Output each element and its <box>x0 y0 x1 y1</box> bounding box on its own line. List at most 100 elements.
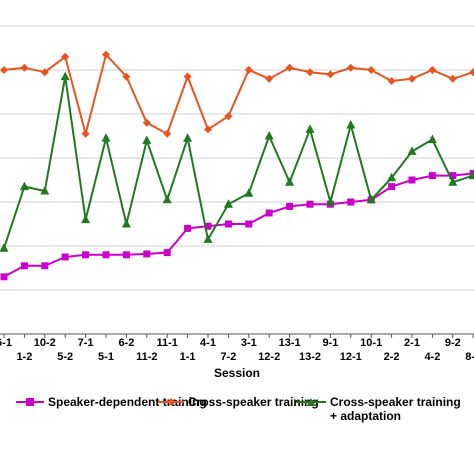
data-point-cross-speaker <box>122 72 131 81</box>
gridlines <box>0 25 474 291</box>
x-tick-label: 12-1 <box>340 351 362 363</box>
legend-marker-cross-speaker <box>167 398 175 406</box>
data-point-cross-speaker <box>346 63 355 72</box>
series-cross-speaker <box>0 50 474 138</box>
data-point-cross-speaker-adaptation <box>448 177 458 186</box>
data-point-cross-speaker-adaptation <box>223 199 233 208</box>
x-tick-label: 3-1 <box>241 337 257 349</box>
x-tick-label: 12-2 <box>258 351 280 363</box>
x-tick-label: 10-1 <box>360 337 382 349</box>
data-point-cross-speaker-adaptation <box>264 131 274 140</box>
data-point-cross-speaker <box>387 77 396 85</box>
data-point-speaker-dependent <box>306 200 314 208</box>
data-point-cross-speaker <box>469 68 474 77</box>
data-point-speaker-dependent <box>286 202 294 210</box>
data-point-cross-speaker <box>142 118 151 127</box>
x-tick-label: 4-1 <box>200 337 216 349</box>
data-point-cross-speaker-adaptation <box>285 177 295 186</box>
data-point-speaker-dependent <box>428 172 436 180</box>
x-tick-label: 10-2 <box>34 337 56 349</box>
legend-marker-cross-speaker-adaptation <box>306 398 316 406</box>
data-point-cross-speaker <box>163 129 172 138</box>
legend-label-cross-speaker-adaptation: Cross-speaker training + adaptation <box>330 395 461 423</box>
data-point-speaker-dependent <box>408 176 416 184</box>
x-tick-labels: 6-1 1-210-25-2 7-1 5-1 6-211-2 11-11-1 4-1 7-2 3… <box>0 334 474 363</box>
data-point-speaker-dependent <box>265 209 273 217</box>
x-tick-label: 7-1 <box>78 337 94 349</box>
data-point-cross-speaker-adaptation <box>183 133 193 142</box>
data-point-speaker-dependent <box>245 220 253 228</box>
x-tick-label: 6-1 <box>0 337 12 349</box>
x-tick-label: 1-1 <box>180 351 196 363</box>
data-point-cross-speaker-adaptation <box>40 186 50 195</box>
data-point-cross-speaker <box>367 66 376 74</box>
data-point-cross-speaker-adaptation <box>346 120 356 129</box>
series-group <box>0 50 474 281</box>
x-tick-label: 5-2 <box>57 351 73 363</box>
legend-item-speaker-dependent: Speaker-dependent training <box>16 395 207 409</box>
data-point-cross-speaker-adaptation <box>19 181 29 191</box>
data-point-cross-speaker-adaptation <box>244 188 254 197</box>
x-tick-label: 11-1 <box>156 337 177 349</box>
x-tick-label: 13-1 <box>279 337 301 349</box>
x-tick-label: 13-2 <box>299 351 321 363</box>
x-tick-label: 11-2 <box>136 351 157 363</box>
data-point-cross-speaker <box>428 66 437 74</box>
data-point-cross-speaker <box>285 63 294 72</box>
x-tick-label: 6-2 <box>118 337 134 349</box>
series-speaker-dependent <box>0 169 474 281</box>
x-tick-label: 9-2 <box>445 337 461 349</box>
data-point-cross-speaker-adaptation <box>60 71 70 81</box>
data-point-cross-speaker-adaptation <box>142 135 152 144</box>
x-tick-label: 8-1 <box>465 351 474 363</box>
data-point-cross-speaker-adaptation <box>203 234 213 243</box>
data-point-speaker-dependent <box>204 222 212 230</box>
x-tick-label: 5-1 <box>98 351 114 363</box>
data-point-cross-speaker <box>448 74 457 83</box>
legend-label-speaker-dependent: Speaker-dependent training <box>48 395 207 409</box>
data-point-speaker-dependent <box>61 253 69 261</box>
data-point-speaker-dependent <box>82 251 90 259</box>
data-point-cross-speaker-adaptation <box>366 194 376 204</box>
x-tick-label: 7-2 <box>220 351 236 363</box>
data-point-speaker-dependent <box>163 249 171 257</box>
data-point-cross-speaker <box>265 74 274 83</box>
data-point-cross-speaker <box>244 66 253 74</box>
data-point-speaker-dependent <box>184 224 192 232</box>
data-point-cross-speaker <box>81 129 90 138</box>
legend-item-cross-speaker-adaptation: Cross-speaker training + adaptation <box>296 395 461 423</box>
data-point-cross-speaker-adaptation <box>325 197 335 206</box>
data-point-speaker-dependent <box>102 251 110 259</box>
series-cross-speaker-adaptation <box>0 71 474 252</box>
data-point-cross-speaker <box>326 70 335 79</box>
data-point-cross-speaker-adaptation <box>305 124 315 133</box>
data-point-cross-speaker <box>102 50 110 59</box>
legend: Speaker-dependent training Cross-speaker… <box>16 395 461 423</box>
data-point-cross-speaker <box>408 74 416 83</box>
data-point-cross-speaker-adaptation <box>468 170 474 180</box>
data-point-speaker-dependent <box>122 251 130 259</box>
data-point-cross-speaker <box>0 66 8 74</box>
x-tick-label: 1-2 <box>16 351 32 363</box>
x-axis-title: Session <box>214 366 260 380</box>
data-point-cross-speaker-adaptation <box>387 172 397 182</box>
data-point-cross-speaker-adaptation <box>427 134 437 144</box>
data-point-cross-speaker-adaptation <box>81 214 91 224</box>
x-tick-label: 4-2 <box>424 351 440 363</box>
data-point-cross-speaker <box>224 112 233 121</box>
legend-label-cross-speaker: Cross-speaker training <box>188 395 319 409</box>
legend-item-cross-speaker: Cross-speaker training <box>158 395 319 409</box>
data-point-cross-speaker-adaptation <box>0 243 9 252</box>
data-point-cross-speaker <box>306 68 314 77</box>
legend-marker-speaker-dependent <box>26 398 34 406</box>
data-point-speaker-dependent <box>347 198 355 206</box>
data-point-speaker-dependent <box>20 262 28 270</box>
data-point-speaker-dependent <box>0 273 8 281</box>
data-point-cross-speaker <box>61 52 70 61</box>
data-point-speaker-dependent <box>143 250 151 258</box>
data-point-cross-speaker-adaptation <box>121 219 131 228</box>
data-point-cross-speaker <box>40 68 49 77</box>
x-tick-label: 2-1 <box>404 337 420 349</box>
